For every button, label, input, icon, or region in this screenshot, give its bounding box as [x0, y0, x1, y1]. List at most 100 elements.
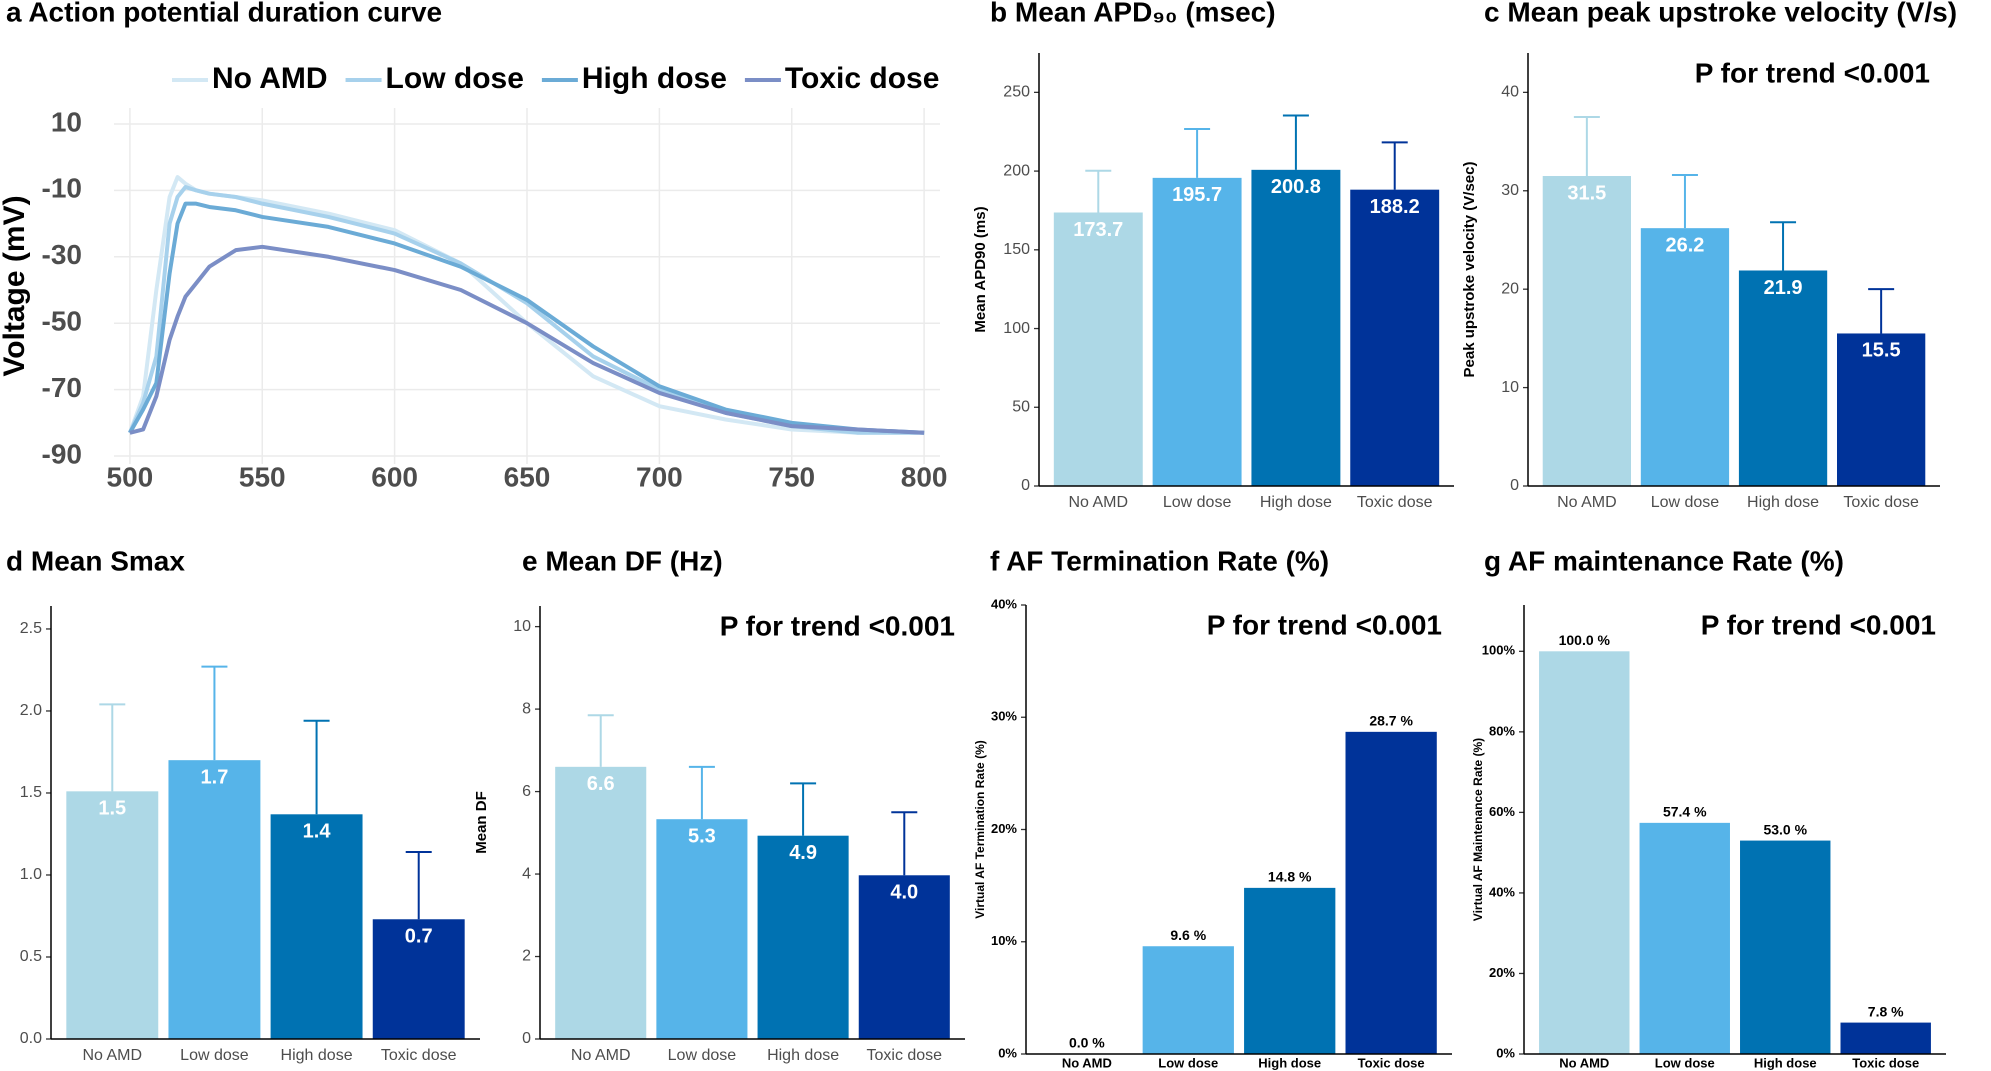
x-tick-label: No AMD — [82, 1047, 142, 1064]
y-tick-label: 20 — [1501, 280, 1519, 297]
chart-title: e Mean DF (Hz) — [522, 545, 723, 576]
bar — [372, 919, 465, 1039]
value-label: 9.6 % — [1170, 927, 1206, 943]
chart-title: a Action potential duration curve — [6, 0, 442, 27]
value-label: 1.7 — [201, 766, 229, 788]
y-tick-label: 1.5 — [20, 784, 42, 801]
value-label: 7.8 % — [1868, 1003, 1904, 1019]
x-tick-label: Toxic dose — [1843, 494, 1919, 511]
legend-label: No AMD — [212, 62, 328, 95]
value-label: 200.8 — [1271, 176, 1321, 198]
y-tick-label: 8 — [522, 700, 531, 717]
y-tick-label: 0.0 — [20, 1030, 42, 1047]
bar — [66, 791, 159, 1039]
bar — [1639, 822, 1730, 1054]
x-tick-label: Toxic dose — [1358, 1055, 1425, 1070]
value-label: 28.7 % — [1369, 713, 1413, 729]
x-tick-label: No AMD — [1068, 494, 1128, 511]
y-tick-label: 10% — [991, 933, 1017, 948]
y-tick-label: 100% — [1482, 643, 1516, 658]
y-tick-label: 100 — [1003, 320, 1030, 337]
bar — [1640, 228, 1730, 486]
x-tick-label: 600 — [371, 461, 418, 492]
y-tick-label: 40% — [991, 596, 1017, 611]
value-label: 5.3 — [688, 825, 716, 847]
x-tick-label: High dose — [1754, 1055, 1817, 1070]
value-label: 21.9 — [1764, 277, 1803, 299]
x-tick-label: No AMD — [1557, 494, 1617, 511]
y-tick-label: 0.5 — [20, 948, 42, 965]
y-tick-label: 10 — [51, 106, 82, 137]
value-label: 188.2 — [1370, 196, 1420, 218]
value-label: 4.0 — [890, 882, 918, 904]
bar — [1738, 270, 1828, 486]
value-label: 195.7 — [1172, 184, 1222, 206]
chart-title: d Mean Smax — [6, 545, 185, 576]
x-tick-label: Low dose — [1651, 494, 1720, 511]
y-tick-label: 0 — [522, 1030, 531, 1047]
value-label: 0.0 % — [1069, 1035, 1105, 1051]
y-tick-label: 0% — [1496, 1045, 1515, 1060]
y-axis-title: Mean APD90 (ms) — [972, 206, 989, 332]
bar — [1345, 731, 1437, 1054]
chart-title: b Mean APD₉₀ (msec) — [990, 0, 1276, 27]
bar — [1152, 177, 1242, 486]
y-axis-title: Mean Smax — [0, 781, 1, 864]
y-tick-label: -50 — [42, 306, 82, 337]
y-tick-label: 200 — [1003, 162, 1030, 179]
bar — [1740, 840, 1831, 1054]
bar — [168, 760, 261, 1039]
y-axis-title: Virtual AF Maintenance Rate (%) — [1471, 738, 1485, 921]
y-tick-label: 6 — [522, 783, 531, 800]
x-tick-label: High dose — [281, 1047, 353, 1064]
bar — [656, 819, 748, 1039]
value-label: 173.7 — [1073, 219, 1123, 241]
x-tick-label: 650 — [504, 461, 551, 492]
bar — [555, 766, 647, 1039]
x-tick-label: Toxic dose — [1852, 1055, 1919, 1070]
value-label: 0.7 — [405, 926, 433, 948]
value-label: 14.8 % — [1268, 869, 1312, 885]
y-axis-title: Mean DF — [473, 791, 490, 854]
y-tick-label: 20% — [1489, 965, 1515, 980]
bar — [1840, 1022, 1931, 1054]
y-tick-label: 40% — [1489, 884, 1515, 899]
y-axis-title: Virtual AF Termination Rate (%) — [973, 740, 987, 918]
x-tick-label: 800 — [901, 461, 948, 492]
x-tick-label: Toxic dose — [1357, 494, 1433, 511]
value-label: 100.0 % — [1559, 632, 1611, 648]
x-tick-label: No AMD — [1062, 1055, 1112, 1070]
y-tick-label: 2.5 — [20, 620, 42, 637]
y-tick-label: 4 — [522, 865, 531, 882]
y-tick-label: -90 — [42, 438, 82, 469]
x-tick-label: 550 — [239, 461, 286, 492]
chart-title: g AF maintenance Rate (%) — [1484, 545, 1844, 576]
y-tick-label: 80% — [1489, 723, 1515, 738]
y-axis-title: Peak upstroke velocity (V/sec) — [1461, 162, 1478, 378]
y-tick-label: 250 — [1003, 84, 1030, 101]
value-label: 53.0 % — [1763, 821, 1807, 837]
value-label: 1.4 — [303, 821, 332, 843]
annotation: P for trend <0.001 — [1207, 609, 1442, 640]
value-label: 15.5 — [1862, 340, 1901, 362]
y-tick-label: 2 — [522, 948, 531, 965]
y-tick-label: 50 — [1012, 398, 1030, 415]
x-tick-label: High dose — [1258, 1055, 1321, 1070]
bar — [1142, 946, 1234, 1054]
bar — [1542, 176, 1631, 487]
y-tick-label: -30 — [42, 239, 82, 270]
x-tick-label: High dose — [767, 1047, 839, 1064]
x-tick-label: 700 — [636, 461, 683, 492]
legend-label: Toxic dose — [785, 62, 939, 95]
legend-label: High dose — [582, 62, 727, 95]
bar — [1244, 887, 1336, 1054]
y-tick-label: 0% — [998, 1045, 1017, 1060]
value-label: 6.6 — [587, 773, 615, 795]
y-tick-label: 0 — [1510, 477, 1519, 494]
series-line — [128, 201, 925, 435]
y-tick-label: 60% — [1489, 804, 1515, 819]
x-tick-label: No AMD — [571, 1047, 631, 1064]
x-tick-label: No AMD — [1559, 1055, 1609, 1070]
value-label: 26.2 — [1665, 234, 1704, 256]
